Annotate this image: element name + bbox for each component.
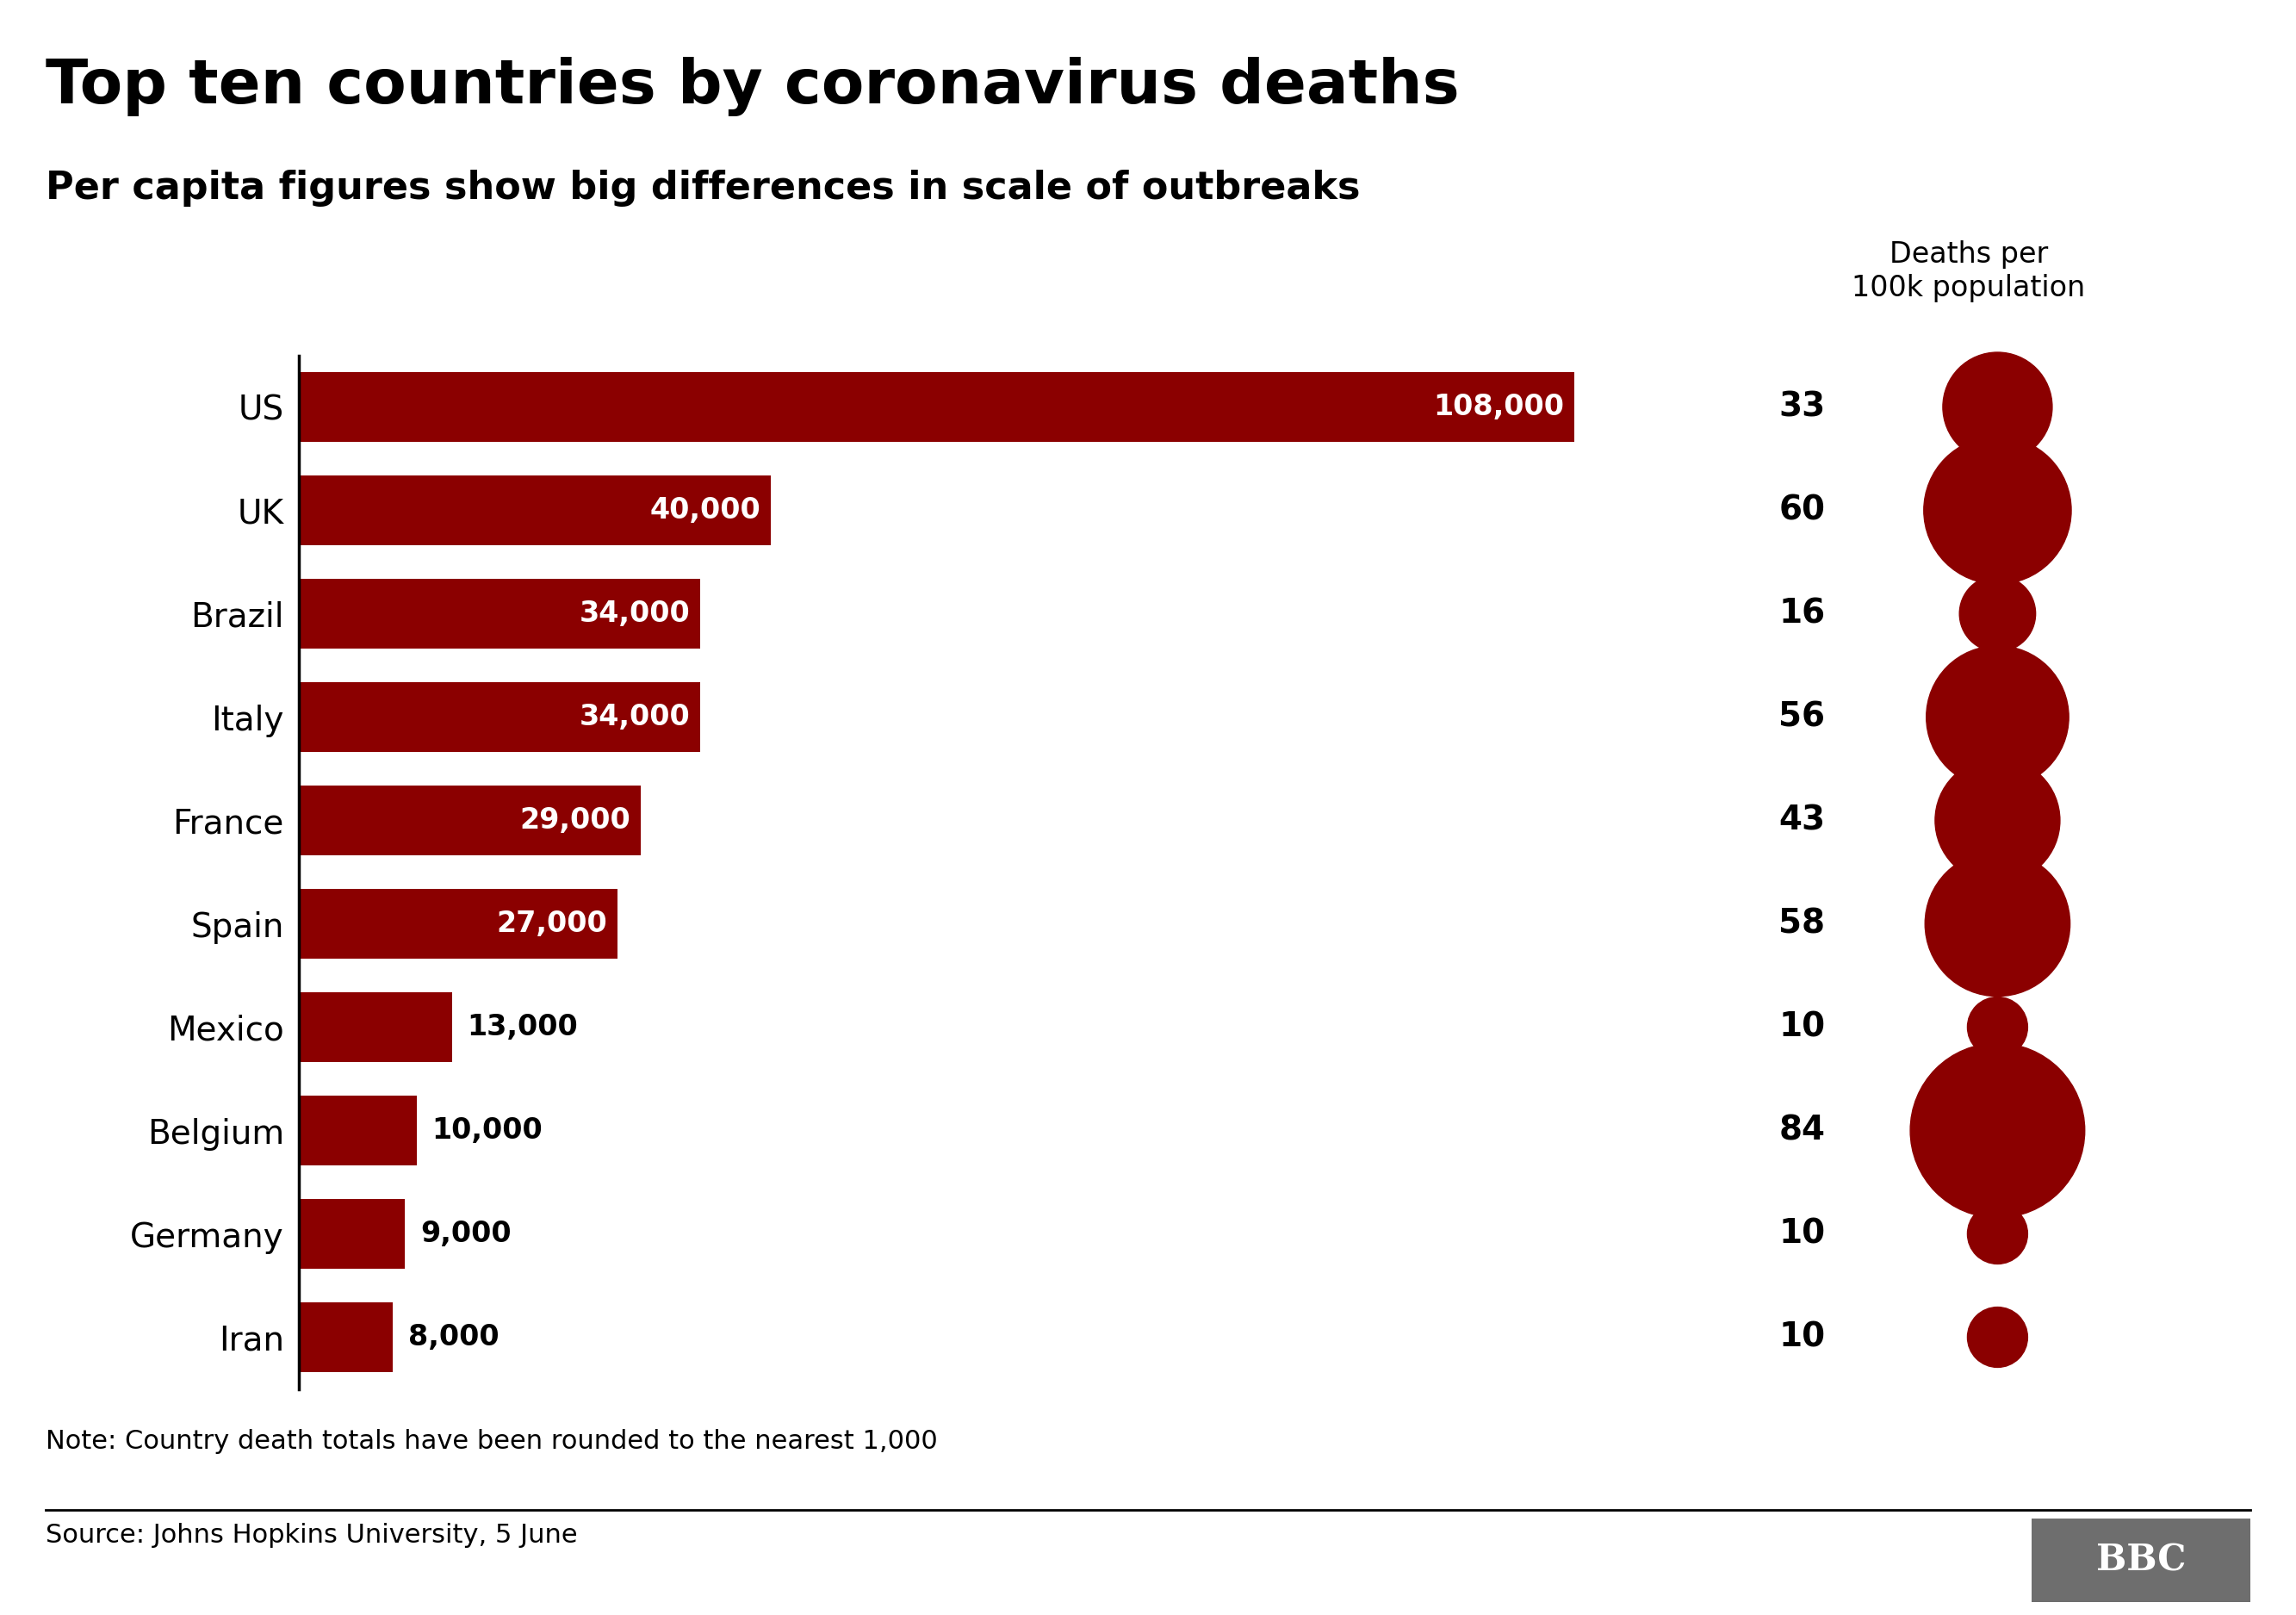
Bar xyxy=(298,578,700,649)
Text: 27,000: 27,000 xyxy=(496,909,606,938)
Bar xyxy=(298,475,771,546)
Bar xyxy=(298,888,618,959)
Text: 84: 84 xyxy=(1779,1114,1825,1147)
Bar xyxy=(298,785,641,856)
Text: 34,000: 34,000 xyxy=(579,703,689,732)
Text: 13,000: 13,000 xyxy=(468,1013,579,1042)
Text: Deaths per
100k population: Deaths per 100k population xyxy=(1853,241,2085,302)
Text: 33: 33 xyxy=(1779,391,1825,423)
Bar xyxy=(298,1198,404,1269)
Bar xyxy=(298,1302,393,1373)
Text: 29,000: 29,000 xyxy=(519,806,631,835)
Text: Top ten countries by coronavirus deaths: Top ten countries by coronavirus deaths xyxy=(46,57,1460,116)
Bar xyxy=(298,1095,416,1166)
Bar xyxy=(298,992,452,1063)
Text: 43: 43 xyxy=(1779,804,1825,837)
Text: BBC: BBC xyxy=(2096,1542,2186,1578)
Text: 108,000: 108,000 xyxy=(1433,392,1564,422)
Text: 58: 58 xyxy=(1779,908,1825,940)
Text: 9,000: 9,000 xyxy=(420,1219,512,1248)
Text: 40,000: 40,000 xyxy=(650,496,760,525)
Text: Per capita figures show big differences in scale of outbreaks: Per capita figures show big differences … xyxy=(46,170,1362,207)
Text: Source: Johns Hopkins University, 5 June: Source: Johns Hopkins University, 5 June xyxy=(46,1523,579,1547)
Text: 60: 60 xyxy=(1779,494,1825,526)
Bar xyxy=(298,371,1575,443)
Text: 10: 10 xyxy=(1779,1011,1825,1043)
Text: 56: 56 xyxy=(1779,701,1825,733)
Text: 10: 10 xyxy=(1779,1321,1825,1353)
Text: 10,000: 10,000 xyxy=(432,1116,542,1145)
Text: Note: Country death totals have been rounded to the nearest 1,000: Note: Country death totals have been rou… xyxy=(46,1429,939,1454)
Text: 8,000: 8,000 xyxy=(409,1323,498,1352)
Text: 16: 16 xyxy=(1779,598,1825,630)
Bar xyxy=(298,682,700,753)
Text: 34,000: 34,000 xyxy=(579,599,689,628)
Text: 10: 10 xyxy=(1779,1218,1825,1250)
